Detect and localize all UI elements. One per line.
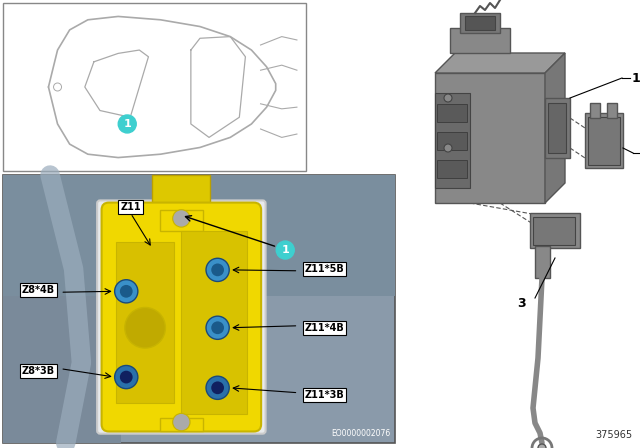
Bar xyxy=(152,175,211,234)
Bar xyxy=(548,103,566,153)
Bar xyxy=(535,246,550,278)
Bar xyxy=(435,93,470,188)
Bar xyxy=(588,117,620,165)
Circle shape xyxy=(54,83,61,91)
Text: Z11*4B: Z11*4B xyxy=(305,323,344,333)
Circle shape xyxy=(115,280,138,303)
Circle shape xyxy=(206,316,229,340)
Circle shape xyxy=(206,258,229,281)
Bar xyxy=(3,3,306,171)
Bar xyxy=(607,103,617,118)
Circle shape xyxy=(173,414,190,431)
Bar xyxy=(3,175,120,443)
FancyBboxPatch shape xyxy=(102,202,261,431)
Bar xyxy=(437,104,467,122)
Circle shape xyxy=(444,94,452,102)
Bar xyxy=(460,13,500,33)
Bar xyxy=(533,217,575,245)
Bar xyxy=(437,132,467,150)
Polygon shape xyxy=(545,53,565,203)
Text: 1: 1 xyxy=(124,119,131,129)
Circle shape xyxy=(538,444,546,448)
Text: Z11: Z11 xyxy=(120,202,141,212)
Circle shape xyxy=(120,370,132,383)
Text: EO0000002076: EO0000002076 xyxy=(332,429,391,438)
Circle shape xyxy=(115,366,138,389)
Text: Z11*5B: Z11*5B xyxy=(305,264,344,274)
Circle shape xyxy=(444,144,452,152)
Text: 1: 1 xyxy=(632,72,640,85)
Circle shape xyxy=(211,321,224,334)
Bar xyxy=(465,16,495,30)
Text: 375965: 375965 xyxy=(595,430,632,440)
Circle shape xyxy=(125,307,165,348)
Bar xyxy=(3,175,395,296)
Text: Z8*3B: Z8*3B xyxy=(22,366,55,375)
Text: 1: 1 xyxy=(282,245,289,255)
Text: Z11*3B: Z11*3B xyxy=(305,390,344,400)
Bar xyxy=(3,175,395,443)
Bar xyxy=(181,231,246,414)
Bar xyxy=(435,73,545,203)
Bar xyxy=(450,28,510,53)
Bar xyxy=(545,98,570,158)
Bar xyxy=(585,113,623,168)
Circle shape xyxy=(206,376,229,400)
Circle shape xyxy=(211,381,224,394)
Bar xyxy=(590,103,600,118)
Bar xyxy=(116,242,174,403)
FancyBboxPatch shape xyxy=(97,200,266,434)
Circle shape xyxy=(173,210,190,227)
Bar xyxy=(159,210,203,231)
Circle shape xyxy=(120,285,132,297)
Text: Z8*4B: Z8*4B xyxy=(22,285,55,295)
Bar xyxy=(159,418,203,431)
Bar xyxy=(530,213,580,248)
Polygon shape xyxy=(435,53,565,73)
Text: 3: 3 xyxy=(517,297,525,310)
Bar xyxy=(437,160,467,178)
Circle shape xyxy=(118,115,136,133)
Circle shape xyxy=(211,263,224,276)
Circle shape xyxy=(276,241,294,259)
